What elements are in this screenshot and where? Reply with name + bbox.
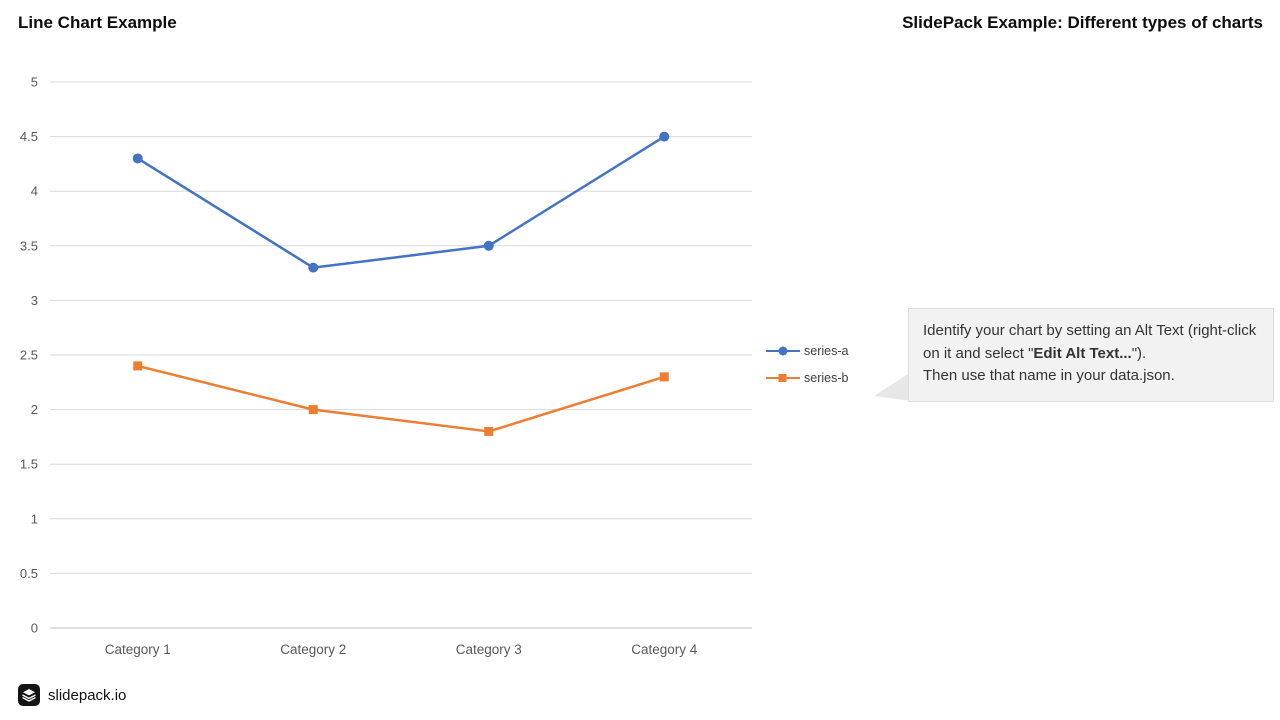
chart-title: Line Chart Example [18,13,177,32]
footer-brand: slidepack.io [18,684,126,706]
svg-text:4: 4 [31,184,38,199]
svg-text:1: 1 [31,511,38,526]
svg-text:3.5: 3.5 [20,238,38,253]
slide-title: SlidePack Example: Different types of ch… [902,13,1263,32]
callout-bold-text: Edit Alt Text... [1033,344,1132,362]
svg-text:Category 3: Category 3 [456,642,522,657]
legend-marker-circle-icon [766,346,800,356]
line-chart: 0 0.5 1 1.5 2 2.5 3 3.5 4 4.5 5 Category 1 Category … [20,75,752,657]
svg-text:Category 4: Category 4 [631,642,698,657]
svg-text:Category 2: Category 2 [280,642,346,657]
svg-text:3: 3 [31,293,38,308]
legend-item: series-b [766,371,848,385]
layers-stack-icon [22,689,36,702]
callout-box: Identify your chart by setting an Alt Te… [908,308,1274,402]
svg-text:Category 1: Category 1 [105,642,171,657]
callout-line2: Then use that name in your data.json. [923,367,1175,384]
legend-label: series-a [804,344,849,358]
callout-text-after: "). [1131,344,1147,362]
svg-text:0: 0 [31,621,38,636]
footer-brand-text: slidepack.io [48,686,127,704]
svg-text:0.5: 0.5 [20,566,38,581]
svg-text:4.5: 4.5 [20,129,38,144]
callout-text-before: Identify your chart by setting an Alt Te… [923,322,1257,362]
legend-item: series-a [766,344,848,358]
svg-text:5: 5 [31,75,38,90]
callout-tail [874,372,911,401]
chart-legend: series-a series-b [766,344,848,385]
callout-line1: Identify your chart by setting an Alt Te… [923,322,1256,362]
svg-text:1.5: 1.5 [20,457,38,472]
legend-label: series-b [804,371,849,385]
legend-marker-square-icon [766,374,800,382]
svg-text:2: 2 [31,402,38,417]
svg-text:2.5: 2.5 [20,348,38,363]
slidepack-logo-icon [18,684,40,706]
